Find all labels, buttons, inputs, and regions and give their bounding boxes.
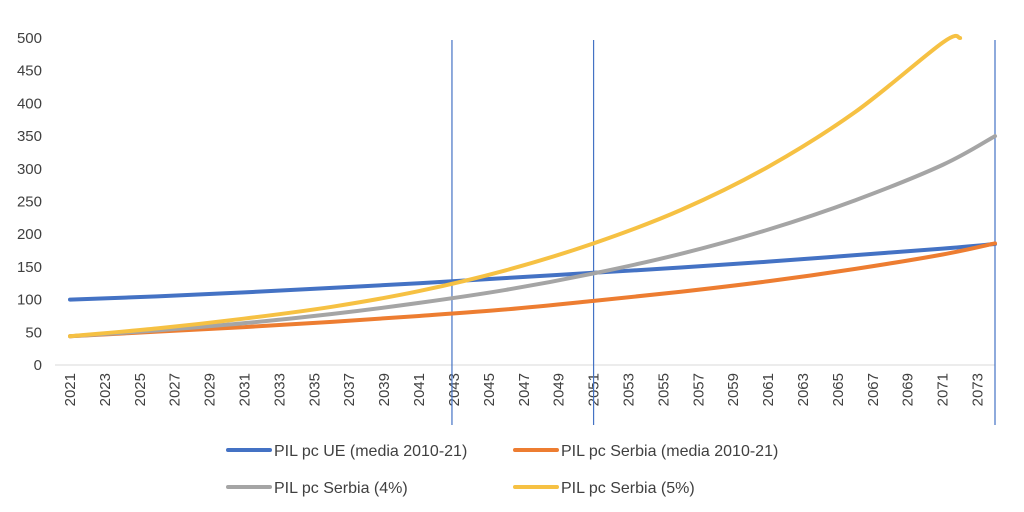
x-tick-label: 2033: [271, 373, 288, 406]
series-lines: [68, 33, 997, 339]
x-tick-label: 2055: [655, 373, 672, 406]
y-tick-label: 0: [34, 357, 42, 374]
x-tick-label: 2045: [481, 373, 498, 406]
x-tick-label: 2049: [551, 373, 568, 406]
x-tick-label: 2061: [760, 373, 777, 406]
y-tick-label: 300: [17, 161, 42, 178]
x-tick-label: 2071: [935, 373, 952, 406]
x-tick-label: 2067: [865, 373, 882, 406]
x-tick-label: 2073: [970, 373, 987, 406]
x-tick-label: 2027: [167, 373, 184, 406]
x-tick-label: 2069: [900, 373, 917, 406]
y-tick-label: 400: [17, 95, 42, 112]
x-tick-label: 2057: [690, 373, 707, 406]
y-tick-label: 450: [17, 63, 42, 80]
x-tick-label: 2043: [446, 373, 463, 406]
x-tick-label: 2059: [725, 373, 742, 406]
y-tick-label: 50: [25, 324, 42, 341]
x-tick-label: 2037: [341, 373, 358, 406]
x-tick-label: 2031: [237, 373, 254, 406]
y-tick-label: 350: [17, 128, 42, 145]
x-tick-label: 2023: [97, 373, 114, 406]
x-tick-label: 2039: [376, 373, 393, 406]
series-line-2: [68, 241, 997, 339]
x-tick-label: 2047: [516, 373, 533, 406]
y-tick-label: 100: [17, 292, 42, 309]
y-tick-label: 200: [17, 226, 42, 243]
x-tick-label: 2021: [62, 373, 79, 406]
y-tick-label: 250: [17, 194, 42, 211]
reference-lines: [451, 40, 996, 425]
x-tick-label: 2065: [830, 373, 847, 406]
series-line-1: [68, 242, 997, 302]
x-tick-label: 2041: [411, 373, 428, 406]
series-line-4: [68, 33, 963, 339]
legend: PIL pc UE (media 2010-21) PIL pc Serbia (…: [226, 443, 778, 497]
series-line-3: [68, 134, 997, 339]
legend-label: PIL pc UE (media 2010-21): [274, 443, 467, 460]
x-tick-label: 2029: [202, 373, 219, 406]
legend-label: PIL pc Serbia (5%): [561, 480, 695, 497]
y-axis-ticks: 0 50 100 150 200 250 300 350 400 450 500: [17, 30, 42, 374]
x-axis-ticks: 2021 2023 2025 2027 2029 2031 2033 2035 2037 2039…: [62, 373, 987, 406]
x-tick-label: 2063: [795, 373, 812, 406]
y-tick-label: 500: [17, 30, 42, 47]
x-tick-label: 2053: [620, 373, 637, 406]
x-tick-label: 2035: [306, 373, 323, 406]
legend-label: PIL pc Serbia (media 2010-21): [561, 443, 778, 460]
legend-label: PIL pc Serbia (4%): [274, 480, 408, 497]
x-tick-label: 2025: [132, 373, 149, 406]
y-tick-label: 150: [17, 259, 42, 276]
